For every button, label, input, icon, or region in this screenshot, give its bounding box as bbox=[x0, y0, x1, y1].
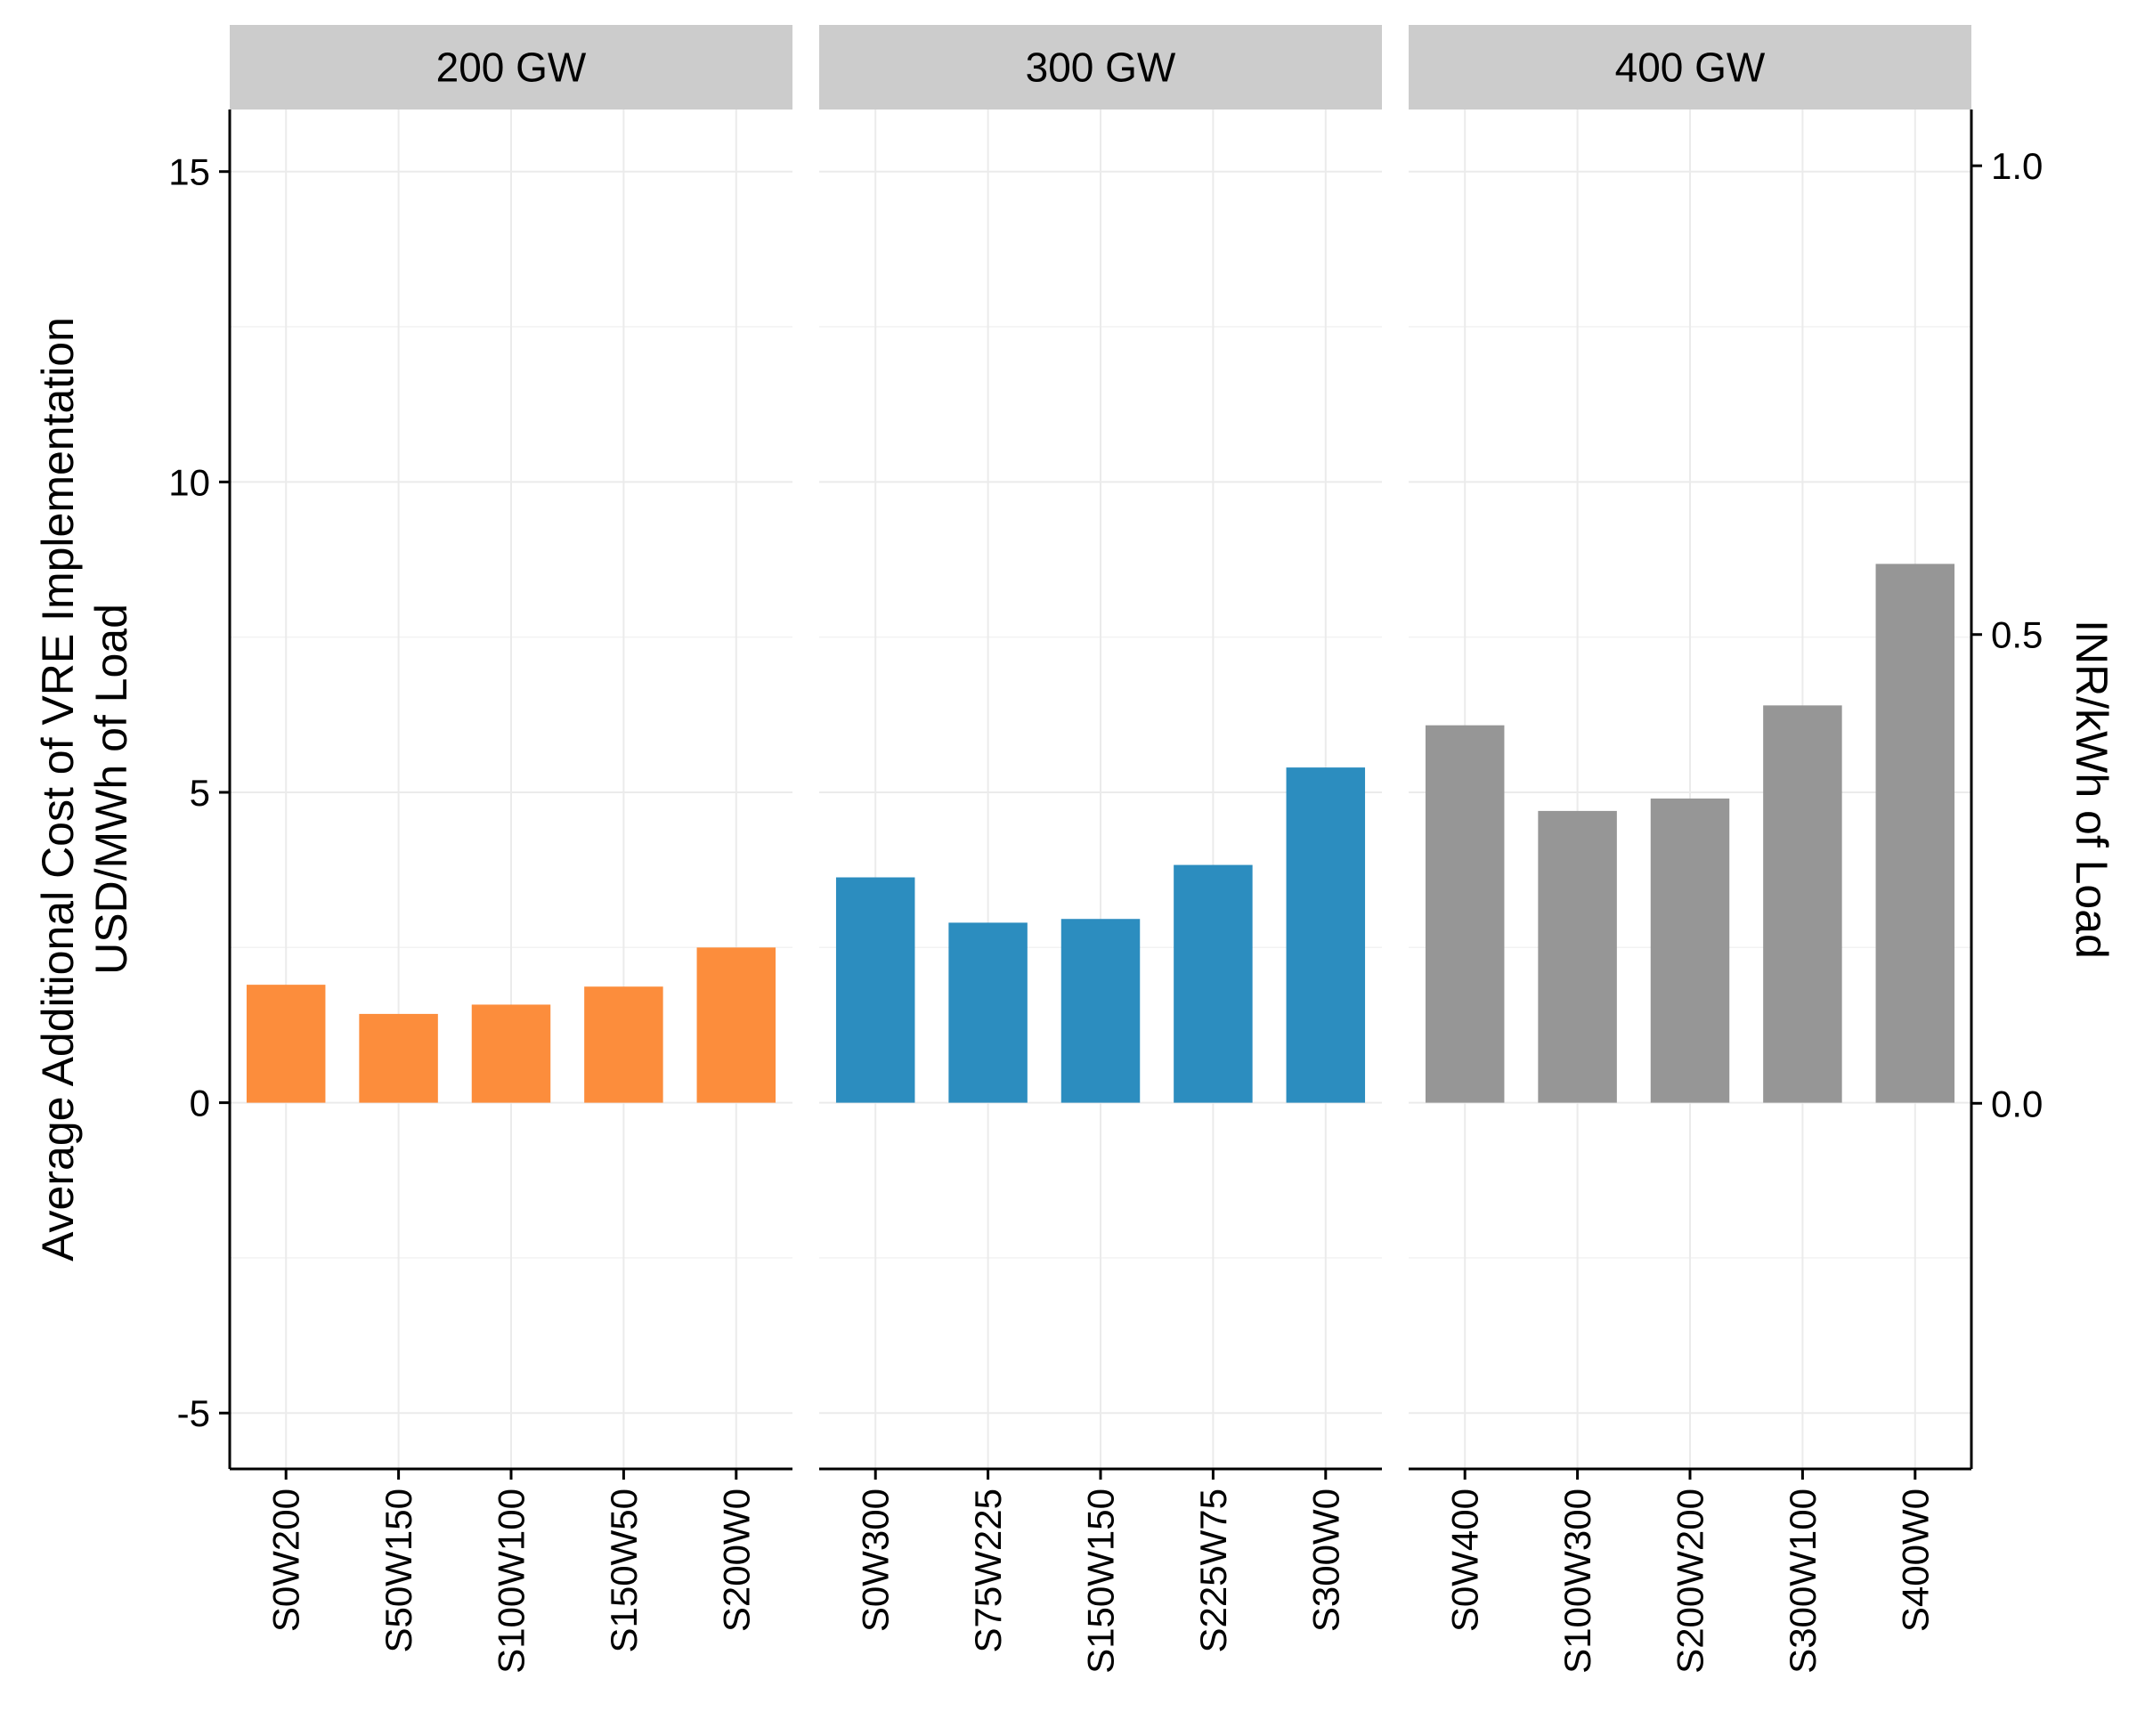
bar-S300W100 bbox=[1763, 705, 1842, 1103]
x-tick-label: S400W0 bbox=[1894, 1489, 1936, 1632]
bar-S100W100 bbox=[471, 1004, 551, 1103]
x-tick-label: S0W400 bbox=[1444, 1489, 1486, 1632]
bar-S225W75 bbox=[1174, 864, 1253, 1103]
facet-strip-label: 200 GW bbox=[436, 45, 587, 91]
x-tick-label: S150W150 bbox=[1080, 1489, 1122, 1674]
x-tick-label: S225W75 bbox=[1192, 1489, 1234, 1652]
bar-S200W0 bbox=[696, 947, 776, 1103]
bar-S0W400 bbox=[1425, 725, 1505, 1103]
x-tick-label: S200W0 bbox=[715, 1489, 757, 1632]
x-tick-label: S75W225 bbox=[967, 1489, 1009, 1652]
bar-S150W50 bbox=[584, 986, 663, 1103]
bar-S0W200 bbox=[246, 985, 326, 1103]
x-tick-label: S50W150 bbox=[378, 1489, 419, 1652]
x-tick-label: S150W50 bbox=[603, 1489, 645, 1652]
title-layer: Average Additional Cost of VRE Implement… bbox=[33, 317, 2117, 1261]
secondary-y-tick-label: 0.5 bbox=[1991, 614, 2043, 656]
x-tick-label: S200W200 bbox=[1670, 1489, 1711, 1674]
facet-strip bbox=[1409, 25, 1971, 110]
x-tick-label: S0W300 bbox=[855, 1489, 897, 1632]
x-tick-label: S300W0 bbox=[1304, 1489, 1346, 1632]
bars-layer bbox=[246, 564, 1955, 1103]
y-axis-title-line: Average Additional Cost of VRE Implement… bbox=[33, 317, 83, 1261]
y-tick-label: -5 bbox=[177, 1392, 210, 1434]
y-tick-label: 0 bbox=[190, 1083, 210, 1124]
x-tick-label: S100W100 bbox=[491, 1489, 532, 1674]
y-axis-title-line: USD/MWh of Load bbox=[86, 604, 136, 975]
facet-strip-label: 400 GW bbox=[1615, 45, 1766, 91]
x-tick-label: S0W200 bbox=[265, 1489, 307, 1632]
x-tick-label: S100W300 bbox=[1556, 1489, 1598, 1674]
bar-S100W300 bbox=[1538, 810, 1617, 1103]
x-tick-label: S300W100 bbox=[1782, 1489, 1824, 1674]
bar-S300W0 bbox=[1286, 767, 1366, 1103]
bar-S75W225 bbox=[948, 922, 1028, 1103]
facet-strip bbox=[230, 25, 792, 110]
bar-S50W150 bbox=[359, 1013, 438, 1103]
grid-layer bbox=[230, 110, 1971, 1469]
strip-layer: 200 GW 300 GW 400 GW bbox=[230, 25, 1971, 110]
facet-strip bbox=[819, 25, 1382, 110]
y-tick-label: 15 bbox=[168, 151, 210, 193]
bar-S0W300 bbox=[835, 877, 915, 1103]
secondary-y-axis-title: INR/kWh of Load bbox=[2067, 620, 2117, 959]
facet-strip-label: 300 GW bbox=[1026, 45, 1176, 91]
secondary-y-tick-label: 1.0 bbox=[1991, 145, 2043, 187]
secondary-y-tick-label: 0.0 bbox=[1991, 1083, 2043, 1124]
bar-S150W150 bbox=[1060, 919, 1141, 1103]
axes-layer: S0W200 S50W150 S100W100 S150W50 S200W0 S0W300… bbox=[168, 110, 2043, 1674]
bar-S400W0 bbox=[1875, 564, 1955, 1103]
y-tick-label: 10 bbox=[168, 461, 210, 503]
y-tick-label: 5 bbox=[190, 772, 210, 814]
bar-S200W200 bbox=[1650, 798, 1730, 1103]
